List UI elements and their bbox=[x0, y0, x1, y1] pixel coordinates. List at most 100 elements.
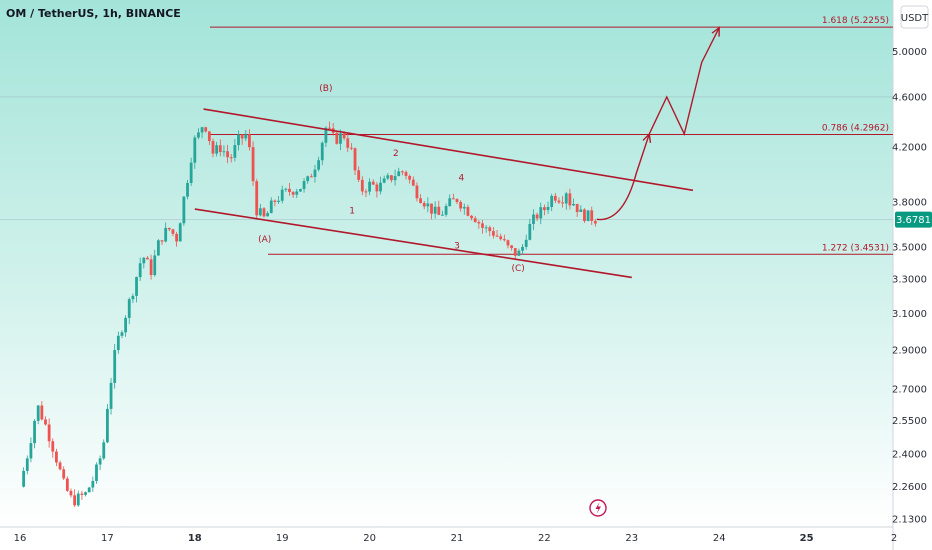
candle-body bbox=[339, 133, 342, 144]
candle-body bbox=[98, 458, 102, 465]
candle-body bbox=[51, 441, 55, 452]
candle-body bbox=[390, 175, 393, 181]
wave-label: 2 bbox=[393, 149, 399, 159]
candle-body bbox=[258, 208, 262, 216]
x-tick-label: 24 bbox=[713, 533, 726, 544]
candle-body bbox=[433, 206, 437, 214]
y-tick-label: 2.2600 bbox=[892, 482, 927, 493]
candle-body bbox=[240, 134, 244, 139]
candle-body bbox=[371, 181, 375, 185]
candle-body bbox=[47, 424, 51, 442]
candle-body bbox=[266, 213, 270, 217]
candle-body bbox=[87, 487, 91, 493]
candle-body bbox=[302, 181, 306, 189]
candle-body bbox=[248, 134, 251, 148]
candle-body bbox=[317, 160, 321, 170]
candle-body bbox=[470, 215, 473, 219]
candle-body bbox=[492, 231, 495, 236]
candle-body bbox=[517, 250, 521, 256]
candle-body bbox=[419, 198, 422, 203]
candle-body bbox=[95, 464, 98, 481]
candle-body bbox=[58, 462, 62, 470]
x-tick-label: 25 bbox=[800, 533, 814, 544]
candle-body bbox=[197, 132, 200, 138]
candle-body bbox=[382, 178, 386, 183]
candle-body bbox=[262, 208, 266, 217]
x-tick-label: 22 bbox=[538, 533, 551, 544]
candle-body bbox=[324, 127, 328, 143]
candle-body bbox=[291, 192, 295, 195]
candle-body bbox=[73, 495, 77, 506]
candle-body bbox=[40, 405, 44, 420]
price-axis: 5.0000 4.6000 4.2000 3.8000 3.5000 3.3000 3.10… bbox=[892, 47, 927, 526]
candle-body bbox=[22, 470, 26, 487]
candle-body bbox=[149, 259, 153, 276]
x-tick-label: 21 bbox=[451, 533, 464, 544]
candle-body bbox=[579, 209, 583, 213]
candle-body bbox=[164, 227, 168, 242]
wave-label: 3 bbox=[454, 241, 460, 251]
y-tick-label: 2.1300 bbox=[892, 515, 927, 526]
x-tick-label: 23 bbox=[625, 533, 638, 544]
candle-body bbox=[127, 299, 131, 318]
candle-body bbox=[142, 257, 146, 264]
candle-body bbox=[328, 127, 331, 129]
currency-badge[interactable]: USDT bbox=[900, 5, 929, 29]
candle-body bbox=[364, 191, 368, 193]
candle-body bbox=[44, 419, 47, 425]
candle-body bbox=[186, 182, 189, 197]
lightning-icon[interactable] bbox=[589, 499, 607, 517]
candle-body bbox=[156, 240, 160, 256]
candle-body bbox=[397, 171, 401, 177]
candle-body bbox=[102, 442, 106, 459]
time-axis-panel bbox=[0, 527, 893, 550]
candle-body bbox=[233, 145, 237, 158]
wave-label: (A) bbox=[258, 235, 271, 245]
candle-body bbox=[299, 188, 302, 192]
current-price-label: 3.6781 bbox=[896, 215, 931, 226]
candle-body bbox=[55, 451, 58, 463]
candle-body bbox=[360, 179, 364, 192]
currency-label: USDT bbox=[901, 13, 929, 24]
fib-label: 1.618 (5.2255) bbox=[822, 16, 889, 26]
candle-body bbox=[575, 203, 579, 213]
candle-body bbox=[182, 196, 186, 224]
candle-body bbox=[320, 142, 324, 161]
candle-body bbox=[226, 151, 229, 158]
candle-body bbox=[368, 181, 371, 192]
candle-body bbox=[375, 184, 379, 192]
candle-body bbox=[218, 145, 222, 153]
candle-body bbox=[451, 198, 455, 200]
candle-body bbox=[521, 246, 524, 251]
candle-body bbox=[215, 145, 219, 154]
candle-body bbox=[29, 443, 33, 459]
candle-body bbox=[513, 248, 517, 256]
candle-body bbox=[124, 317, 128, 333]
candle-body bbox=[466, 206, 470, 216]
wave-label: 1 bbox=[349, 206, 355, 216]
candle-body bbox=[510, 245, 514, 249]
candle-body bbox=[116, 335, 120, 351]
candle-body bbox=[495, 235, 499, 237]
candle-body bbox=[207, 131, 211, 142]
candle-body bbox=[430, 203, 433, 214]
candle-body bbox=[473, 218, 477, 223]
wave-label: 4 bbox=[459, 174, 465, 184]
candle-body bbox=[65, 478, 69, 491]
candle-body bbox=[353, 148, 357, 171]
candle-body bbox=[590, 210, 594, 221]
candle-body bbox=[408, 175, 412, 180]
candle-body bbox=[277, 200, 280, 202]
projection-line bbox=[596, 27, 720, 221]
candle-body bbox=[557, 200, 561, 203]
candle-body bbox=[481, 223, 484, 228]
projection-arrowhead bbox=[642, 132, 652, 143]
x-tick-label: 19 bbox=[276, 533, 289, 544]
candle-body bbox=[437, 206, 441, 215]
candle-body bbox=[62, 469, 66, 479]
candle-body bbox=[106, 408, 109, 443]
candle-body bbox=[528, 223, 532, 240]
candle-body bbox=[572, 203, 575, 206]
channel-lines bbox=[194, 108, 694, 279]
